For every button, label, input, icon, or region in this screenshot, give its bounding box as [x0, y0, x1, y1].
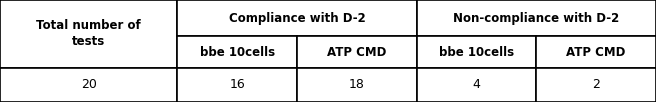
Text: 18: 18 [349, 78, 365, 91]
Bar [537, 68, 656, 102]
Text: Compliance with D-2: Compliance with D-2 [229, 12, 365, 25]
Bar [178, 36, 297, 68]
Bar [297, 36, 417, 68]
Text: 4: 4 [472, 78, 480, 91]
Text: bbe 10cells: bbe 10cells [439, 45, 514, 59]
Text: ATP CMD: ATP CMD [327, 45, 386, 59]
Text: 2: 2 [592, 78, 600, 91]
Bar [417, 68, 537, 102]
Bar [0, 0, 178, 68]
Text: bbe 10cells: bbe 10cells [199, 45, 275, 59]
Bar [417, 0, 656, 36]
Text: 16: 16 [230, 78, 245, 91]
Bar [297, 68, 417, 102]
Bar [178, 0, 417, 36]
Text: Total number of
tests: Total number of tests [36, 19, 141, 48]
Bar [178, 68, 297, 102]
Text: 20: 20 [81, 78, 96, 91]
Bar [0, 68, 178, 102]
Text: ATP CMD: ATP CMD [567, 45, 626, 59]
Bar [537, 36, 656, 68]
Bar [417, 36, 537, 68]
Text: Non-compliance with D-2: Non-compliance with D-2 [453, 12, 619, 25]
